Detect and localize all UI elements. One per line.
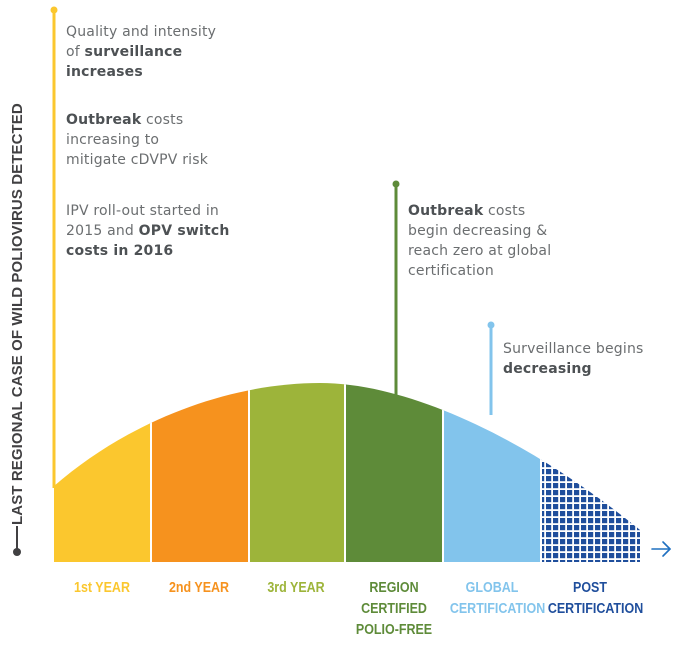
annotation-text: Quality and intensity xyxy=(66,24,217,40)
curve-area xyxy=(54,383,640,562)
annotation-text: of xyxy=(66,44,85,60)
annotation-text: decreasing xyxy=(503,361,592,377)
annotation-text: OPV switch xyxy=(138,223,230,239)
phase-label-1st-year: 1st YEAR xyxy=(60,578,144,599)
annotation-text: costs xyxy=(483,203,526,219)
phase-label-text: 2nd YEAR xyxy=(168,580,230,596)
y-axis-label: LAST REGIONAL CASE OF WILD POLIOVIRUS DE… xyxy=(9,103,26,525)
phase-label-region-certified: REGION CERTIFIED POLIO-FREE xyxy=(352,578,436,641)
phase-label-3rd-year: 3rd YEAR xyxy=(254,578,338,599)
callout-pin-green-dot xyxy=(392,180,400,188)
annotation-text: reach zero at global xyxy=(408,243,552,259)
annotation-text: surveillance xyxy=(84,44,183,60)
annotation-surveillance-increases: Quality and intensity of surveillance incr… xyxy=(66,22,216,82)
axis-marker-dot xyxy=(13,548,21,556)
callout-pin-yellow-dot xyxy=(50,6,58,14)
phase-label-post-certification: POST CERTIFICATION xyxy=(548,578,643,620)
annotation-text: costs xyxy=(141,112,184,128)
annotation-outbreak-costs-decreasing: Outbreak costs begin decreasing & reach ze… xyxy=(408,201,551,281)
phase-segment-2nd-year xyxy=(151,383,249,562)
phase-segment-3rd-year xyxy=(249,383,345,562)
annotation-text: certification xyxy=(408,263,494,279)
annotation-surveillance-decreasing: Surveillance begins decreasing xyxy=(503,339,644,379)
phase-label-text: 1st YEAR xyxy=(74,580,130,596)
annotation-text: Outbreak xyxy=(66,112,142,128)
phase-label-text: REGION CERTIFIED POLIO-FREE xyxy=(355,580,433,638)
time-arrow-icon xyxy=(651,541,671,557)
annotation-outbreak-costs-increasing: Outbreak costs increasing to mitigate cDVP… xyxy=(66,110,208,170)
phase-label-text: 3rd YEAR xyxy=(267,580,325,596)
annotation-text: costs in 2016 xyxy=(66,243,174,259)
annotation-text: Surveillance begins xyxy=(503,341,644,357)
annotation-text: Outbreak xyxy=(408,203,484,219)
phase-label-text: GLOBAL CERTIFICATION xyxy=(449,580,546,617)
annotation-ipv-opv-switch: IPV roll-out started in 2015 and OPV swit… xyxy=(66,201,230,261)
annotation-text: increases xyxy=(66,64,143,80)
annotation-text: increasing to xyxy=(66,132,160,148)
annotation-text: IPV roll-out started in xyxy=(66,203,220,219)
phase-segment-1st-year xyxy=(54,383,151,562)
phase-label-text: POST CERTIFICATION xyxy=(547,580,644,617)
phase-segment-region-certified xyxy=(345,383,443,562)
annotation-text: begin decreasing & xyxy=(408,223,548,239)
callout-pin-blue-dot xyxy=(487,321,495,329)
phase-label-2nd-year: 2nd YEAR xyxy=(157,578,241,599)
phase-segment-post-certification xyxy=(541,383,640,562)
phase-label-global-certification: GLOBAL CERTIFICATION xyxy=(450,578,545,620)
annotation-text: 2015 and xyxy=(66,223,139,239)
annotation-text: mitigate cDVPV risk xyxy=(66,152,209,168)
